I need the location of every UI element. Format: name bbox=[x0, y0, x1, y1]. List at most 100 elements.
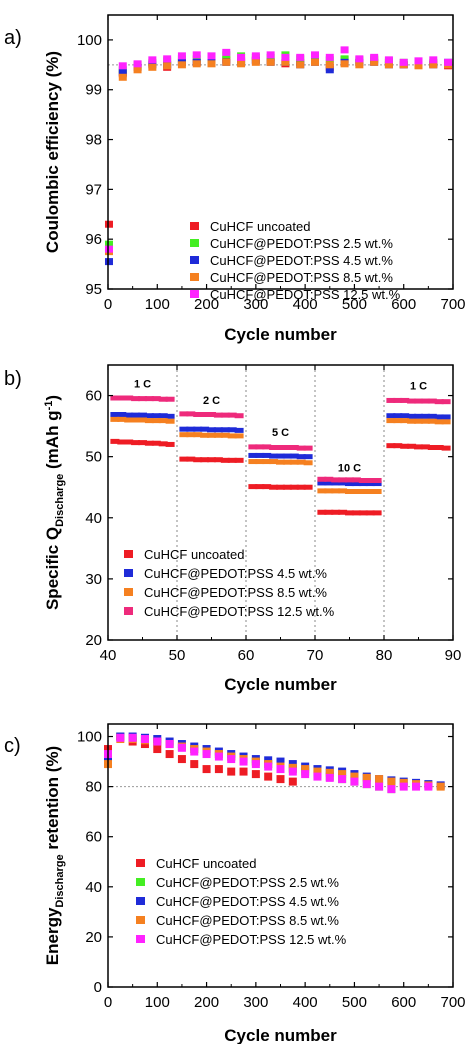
data-point bbox=[239, 767, 248, 776]
data-point bbox=[301, 765, 310, 774]
data-point bbox=[128, 733, 137, 742]
data-point bbox=[407, 443, 417, 449]
data-point bbox=[264, 772, 273, 781]
y-tick-label: 20 bbox=[85, 929, 102, 946]
data-point bbox=[351, 481, 361, 487]
data-point bbox=[234, 413, 244, 419]
data-point bbox=[227, 412, 237, 418]
chart-panel-1: a) 0 100 200 300 400 500 600 700 95 96 97 98 99 100 Cyc… bbox=[4, 14, 466, 344]
legend-label: CuHCF@PEDOT:PSS 8.5 wt.% bbox=[210, 270, 393, 285]
data-point bbox=[427, 418, 437, 424]
data-point bbox=[193, 412, 203, 417]
data-point bbox=[393, 418, 403, 424]
data-point bbox=[202, 765, 211, 774]
data-point bbox=[324, 488, 334, 494]
data-point bbox=[214, 752, 223, 761]
y-tick-label: 99 bbox=[85, 82, 102, 99]
data-point bbox=[414, 418, 423, 424]
legend-label: CuHCF@PEDOT:PSS 4.5 wt.% bbox=[144, 566, 327, 581]
data-point bbox=[220, 432, 230, 438]
rate-label: 1 C bbox=[410, 380, 427, 392]
panel-label: b) bbox=[4, 368, 22, 390]
data-point bbox=[237, 60, 246, 68]
data-point bbox=[400, 413, 410, 419]
data-point bbox=[207, 412, 216, 417]
y-axis-label-part: ) bbox=[43, 395, 62, 401]
data-point bbox=[234, 457, 244, 463]
data-point bbox=[177, 52, 186, 60]
data-point bbox=[131, 412, 141, 418]
data-point bbox=[325, 61, 334, 69]
data-point bbox=[358, 489, 368, 494]
x-axis-label: Cycle number bbox=[224, 1026, 337, 1044]
y-axis-label: Coulombic efficiency (%) bbox=[43, 51, 62, 253]
data-point bbox=[213, 457, 223, 463]
legend: CuHCF uncoated CuHCF@PEDOT:PSS 2.5 wt.% Cu… bbox=[190, 219, 401, 302]
data-point bbox=[386, 418, 396, 424]
data-point bbox=[110, 416, 120, 422]
legend-swatch bbox=[190, 256, 199, 264]
data-point bbox=[158, 413, 168, 419]
legend-label: CuHCF@PEDOT:PSS 8.5 wt.% bbox=[144, 585, 327, 600]
data-point bbox=[104, 258, 113, 266]
data-point bbox=[420, 398, 430, 404]
data-point bbox=[400, 418, 410, 424]
data-point bbox=[350, 777, 359, 786]
data-point bbox=[289, 453, 299, 459]
legend-label: CuHCF@PEDOT:PSS 12.5 wt.% bbox=[144, 604, 335, 619]
data-point bbox=[386, 397, 396, 403]
data-point bbox=[276, 765, 285, 774]
data-point bbox=[163, 55, 172, 63]
data-point bbox=[301, 770, 310, 779]
legend-label: CuHCF uncoated bbox=[144, 547, 244, 562]
x-tick-label: 80 bbox=[376, 647, 393, 664]
data-point bbox=[400, 397, 410, 403]
x-tick-label: 40 bbox=[100, 647, 117, 664]
data-point bbox=[158, 396, 168, 402]
data-point bbox=[179, 432, 189, 438]
data-point bbox=[424, 782, 433, 791]
data-point bbox=[362, 780, 371, 789]
x-tick-label: 500 bbox=[342, 296, 367, 313]
data-point bbox=[117, 439, 127, 445]
x-tick-label: 700 bbox=[440, 994, 465, 1011]
data-point bbox=[165, 441, 175, 447]
legend-label: CuHCF@PEDOT:PSS 12.5 wt.% bbox=[210, 287, 401, 302]
legend-label: CuHCF@PEDOT:PSS 4.5 wt.% bbox=[156, 894, 339, 909]
data-point bbox=[227, 427, 237, 433]
y-axis-label: EnergyDischarge retention (%) bbox=[43, 746, 66, 965]
data-point bbox=[234, 433, 244, 439]
y-tick-label: 20 bbox=[85, 632, 102, 649]
data-point bbox=[324, 476, 334, 482]
data-point bbox=[151, 413, 161, 419]
y-tick-label: 30 bbox=[85, 571, 102, 588]
data-point bbox=[288, 767, 297, 776]
data-point bbox=[420, 418, 430, 424]
data-point bbox=[255, 484, 265, 490]
data-point bbox=[384, 56, 393, 64]
legend-label: CuHCF@PEDOT:PSS 2.5 wt.% bbox=[210, 236, 393, 251]
data-point bbox=[281, 53, 290, 61]
data-point bbox=[372, 489, 382, 494]
data-point bbox=[324, 509, 334, 515]
data-point bbox=[262, 484, 272, 490]
data-point bbox=[414, 413, 423, 419]
data-point bbox=[251, 52, 260, 60]
y-axis-label-part: Discharge bbox=[54, 474, 66, 527]
data-point bbox=[317, 476, 327, 482]
rate-label: 5 C bbox=[272, 427, 289, 439]
y-axis-label-part: Energy bbox=[43, 907, 62, 965]
data-point bbox=[248, 484, 258, 490]
data-point bbox=[255, 459, 265, 465]
y-tick-label: 96 bbox=[85, 231, 102, 248]
data-point bbox=[138, 440, 147, 446]
x-tick-label: 90 bbox=[445, 647, 462, 664]
data-point bbox=[420, 413, 430, 419]
data-point bbox=[186, 426, 196, 432]
data-point bbox=[281, 58, 290, 66]
data-point bbox=[177, 743, 186, 752]
data-point bbox=[313, 772, 322, 781]
data-point bbox=[186, 411, 196, 417]
